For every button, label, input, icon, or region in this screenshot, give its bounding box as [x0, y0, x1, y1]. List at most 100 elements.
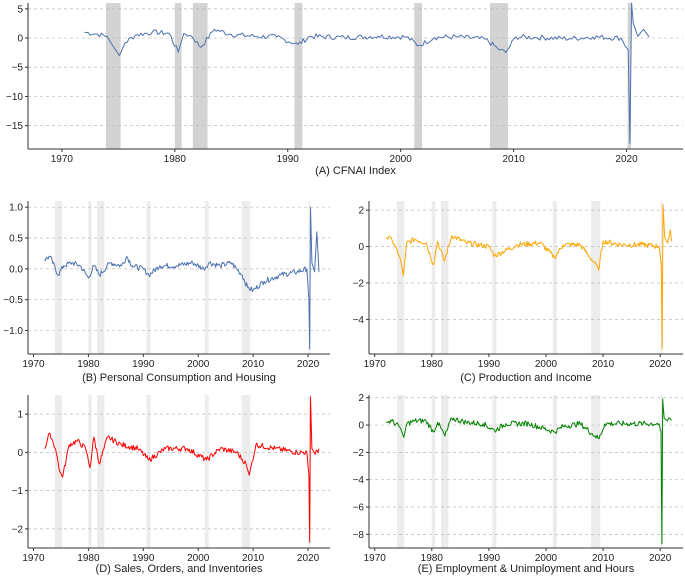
recession-band	[146, 201, 151, 354]
x-tick-label: 2000	[535, 553, 558, 564]
recession-band	[294, 3, 303, 149]
y-tick-label: −4	[353, 315, 365, 326]
y-tick-label: −2	[353, 448, 365, 459]
x-tick-label: 1970	[364, 359, 387, 370]
recession-band	[241, 201, 251, 354]
recession-band	[492, 395, 497, 548]
recession-band	[88, 201, 92, 354]
x-tick-label: 1980	[421, 553, 444, 564]
y-tick-label: −1.0	[3, 326, 23, 337]
x-tick-label: 1990	[277, 154, 300, 165]
recession-band	[241, 395, 251, 548]
recession-band	[591, 395, 601, 548]
panel-caption: (B) Personal Consumption and Housing	[82, 372, 276, 384]
series-line	[44, 206, 320, 350]
x-tick-label: 1980	[421, 359, 444, 370]
panel-b: 1970 1980 1990 2000 2010 2020 1.0 0.5 0.0 −0.5 −1.…	[3, 201, 330, 384]
x-tick-label: 2020	[297, 359, 320, 370]
y-tick-label: 2	[358, 393, 364, 404]
y-tick-label: 2	[358, 206, 364, 217]
x-tick-label: 2020	[615, 154, 638, 165]
x-tick-label: 2000	[187, 553, 210, 564]
y-tick-label: 0.5	[9, 234, 23, 245]
recession-band	[204, 201, 209, 354]
y-tick-label: 0	[17, 448, 23, 459]
x-tick-label: 1990	[478, 553, 501, 564]
x-tick-label: 1990	[132, 553, 155, 564]
recession-band	[97, 201, 105, 354]
y-tick-label: 0	[17, 34, 23, 45]
panel-d: 1970 1980 1990 2000 2010 2020 1 0 −1 −2 (D) Sales,…	[12, 395, 330, 575]
recession-band	[627, 3, 632, 149]
recession-band	[396, 395, 405, 548]
recession-band	[552, 201, 557, 354]
x-tick-label: 1970	[22, 359, 45, 370]
x-tick-label: 1970	[22, 553, 45, 564]
y-tick-label: −4	[353, 475, 365, 486]
recession-band	[308, 201, 311, 354]
y-tick-label: −2	[353, 278, 365, 289]
series-line	[385, 204, 673, 349]
recession-band	[54, 201, 63, 354]
y-tick-label: −1	[12, 486, 24, 497]
x-tick-label: 2000	[390, 154, 413, 165]
recession-band	[308, 395, 311, 548]
recession-band	[431, 201, 436, 354]
recession-band	[396, 201, 405, 354]
x-tick-label: 1980	[77, 553, 100, 564]
x-tick-label: 2000	[535, 359, 558, 370]
y-tick-label: −5	[12, 63, 24, 74]
y-tick-label: −15	[6, 121, 23, 132]
x-tick-label: 2020	[297, 553, 320, 564]
y-tick-label: 0	[358, 242, 364, 253]
x-tick-label: 2010	[242, 359, 265, 370]
x-tick-label: 2010	[592, 553, 615, 564]
y-tick-label: −2	[12, 524, 24, 535]
y-tick-label: 1.0	[9, 203, 23, 214]
recession-band	[146, 395, 151, 548]
recession-band	[440, 201, 449, 354]
x-tick-label: 2010	[592, 359, 615, 370]
y-tick-label: −8	[353, 530, 365, 541]
series-line	[44, 396, 320, 543]
recession-band	[88, 395, 92, 548]
recession-band	[552, 395, 557, 548]
x-tick-label: 2000	[187, 359, 210, 370]
y-tick-label: −10	[6, 92, 23, 103]
y-tick-label: −6	[353, 503, 365, 514]
x-tick-label: 1980	[164, 154, 187, 165]
series-line	[84, 2, 650, 144]
x-tick-label: 2010	[242, 553, 265, 564]
y-tick-label: 1	[17, 410, 23, 421]
x-tick-label: 2010	[502, 154, 525, 165]
x-tick-label: 1990	[478, 359, 501, 370]
panel-a: 1970 1980 1990 2000 2010 2020 5 0 −5 −10 −15 (A) CF…	[6, 2, 683, 177]
recession-band	[105, 3, 121, 149]
recession-band	[492, 201, 497, 354]
series-line	[386, 398, 672, 545]
x-tick-label: 1980	[77, 359, 100, 370]
panel-caption: (A) CFNAI Index	[315, 165, 396, 177]
x-tick-label: 1970	[364, 553, 387, 564]
recession-band	[440, 395, 449, 548]
x-tick-label: 1970	[51, 154, 74, 165]
x-tick-label: 2020	[649, 359, 672, 370]
recession-band	[431, 395, 436, 548]
y-tick-label: 5	[17, 4, 23, 15]
panel-caption: (E) Employment & Unimployment and Hours	[418, 563, 635, 575]
recession-band	[192, 3, 208, 149]
recession-band	[97, 395, 105, 548]
x-tick-label: 2020	[649, 553, 672, 564]
x-tick-label: 1990	[132, 359, 155, 370]
panel-caption: (D) Sales, Orders, and Inventories	[96, 563, 263, 575]
recession-band	[204, 395, 209, 548]
recession-band	[489, 3, 508, 149]
panel-caption: (C) Production and Income	[460, 372, 591, 384]
recession-band	[54, 395, 63, 548]
y-tick-label: −0.5	[3, 295, 23, 306]
y-tick-label: 0	[358, 421, 364, 432]
y-tick-label: 0.0	[9, 264, 23, 275]
recession-band	[591, 201, 601, 354]
